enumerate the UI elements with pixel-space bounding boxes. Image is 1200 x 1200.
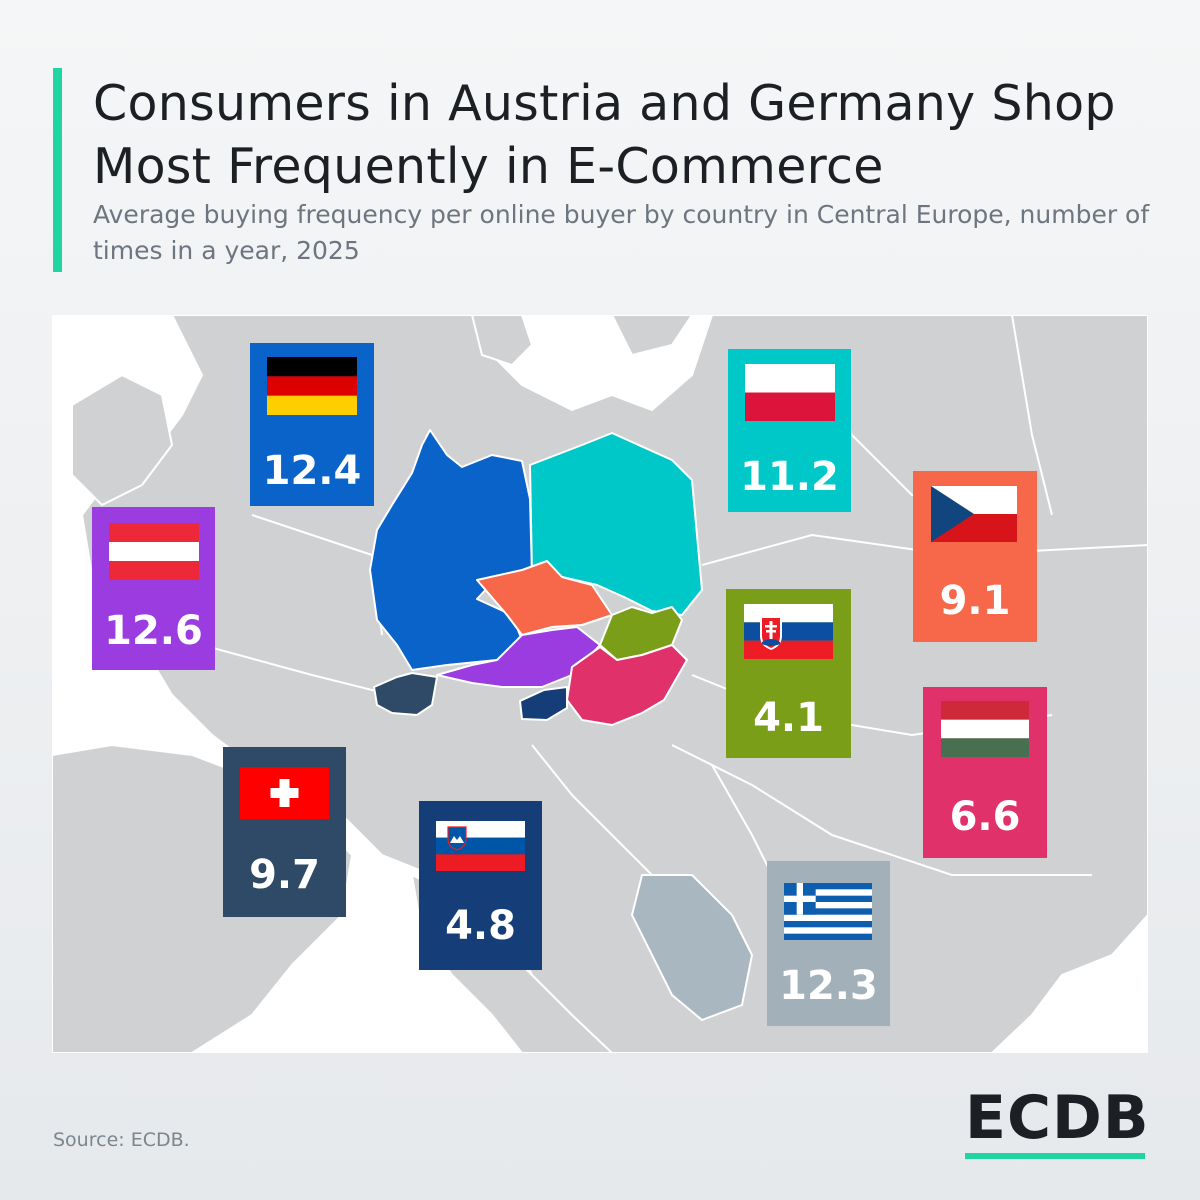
- country-card-germany: 12.4: [250, 343, 374, 506]
- hungary-value: 6.6: [949, 794, 1021, 840]
- country-card-poland: 11.2: [728, 349, 851, 512]
- source-note: Source: ECDB.: [53, 1129, 190, 1151]
- country-card-austria: 12.6: [92, 507, 215, 670]
- germany-flag-icon: [267, 357, 357, 415]
- slovenia-value: 4.8: [445, 903, 516, 949]
- europe-map: 12.4 11.2 12.6 9.1: [52, 315, 1148, 1053]
- switzerland-shape: [373, 672, 438, 716]
- slovakia-value: 4.1: [753, 695, 824, 741]
- page-subtitle: Average buying frequency per online buye…: [93, 200, 1150, 265]
- czechia-value: 9.1: [939, 578, 1011, 624]
- hungary-flag-icon: [941, 701, 1029, 757]
- country-card-hungary: 6.6: [923, 687, 1047, 858]
- austria-shape: [436, 626, 601, 688]
- title-accent-bar: [53, 68, 62, 272]
- poland-value: 11.2: [740, 454, 839, 500]
- slovenia-shape: [519, 686, 568, 721]
- country-card-slovenia: 4.8: [419, 801, 542, 970]
- austria-flag-icon: [109, 523, 199, 580]
- germany-value: 12.4: [262, 448, 362, 494]
- greece-value: 12.3: [779, 963, 878, 1009]
- logo-text: ECDB: [965, 1083, 1150, 1153]
- country-card-czechia: 9.1: [913, 471, 1037, 642]
- austria-value: 12.6: [104, 608, 203, 654]
- map-canvas: [52, 315, 1148, 1053]
- country-card-greece: 12.3: [767, 861, 890, 1026]
- page-title: Consumers in Austria and Germany Shop Mo…: [93, 75, 1116, 195]
- slovakia-flag-icon: [744, 604, 833, 659]
- ecdb-logo: ECDB: [965, 1083, 1150, 1159]
- country-card-slovakia: 4.1: [726, 589, 851, 758]
- country-card-switzerland: 9.7: [223, 747, 346, 917]
- switzerland-flag-icon: [240, 767, 329, 819]
- hungary-shape: [566, 644, 688, 726]
- logo-underline: [965, 1153, 1145, 1159]
- highlighted-countries: [369, 429, 703, 726]
- switzerland-value: 9.7: [249, 852, 320, 898]
- czechia-flag-icon: [931, 486, 1017, 542]
- greece-flag-icon: [784, 883, 872, 940]
- poland-flag-icon: [745, 364, 835, 421]
- slovenia-flag-icon: [436, 821, 525, 871]
